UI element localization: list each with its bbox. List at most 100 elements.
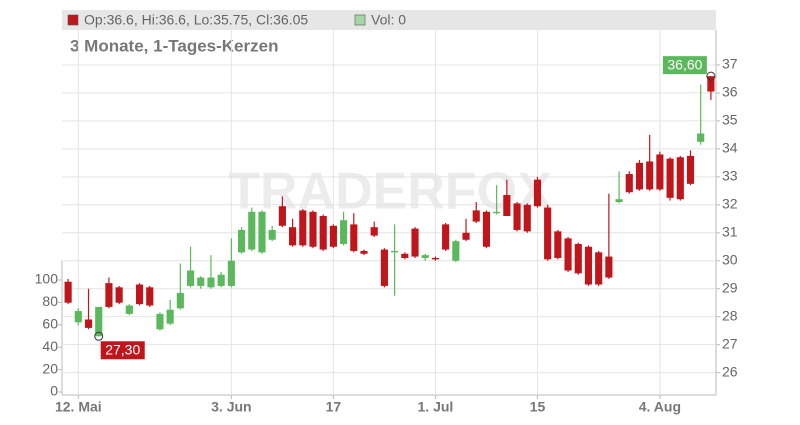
candle-body [370, 227, 378, 236]
volume-tick-label: 100 [35, 271, 59, 287]
y-tick-label: 30 [722, 251, 738, 267]
candle-body [401, 253, 409, 258]
legend-ohlc: Op:36.6, Hi:36.6, Lo:35.75, Cl:36.05 [84, 12, 308, 28]
high-label-box [662, 56, 707, 75]
y-tick-label: 35 [722, 112, 738, 128]
candle-body [544, 207, 552, 260]
candle-body [533, 179, 542, 207]
high-marker [706, 71, 716, 81]
candle-body [227, 260, 235, 286]
volume-tick-label: 0 [50, 383, 58, 399]
candle-body [431, 257, 439, 260]
candle-body [319, 215, 327, 250]
low-label-box [100, 341, 145, 360]
y-tick-label: 26 [722, 363, 738, 379]
candle-body [115, 287, 123, 303]
candle-body [391, 250, 399, 253]
candle-body [421, 255, 429, 258]
legend-band [62, 10, 716, 30]
candle-body [635, 162, 644, 190]
candle-body [564, 238, 572, 271]
candle-body [299, 210, 307, 246]
candle-body [625, 174, 633, 193]
candle-body [523, 204, 531, 232]
candle-body [360, 250, 368, 254]
y-tick-label: 37 [722, 56, 738, 72]
candle-body [615, 199, 623, 203]
candle-body [74, 311, 82, 323]
y-tick-label: 28 [722, 307, 738, 323]
candle-body [676, 157, 684, 200]
candle-body [176, 292, 184, 309]
candle-body [513, 203, 521, 230]
candle-body [584, 246, 593, 285]
candle-body [482, 211, 491, 247]
low-label: 27,30 [105, 341, 140, 357]
candle-body [166, 309, 174, 324]
x-tick-label: 12. Mai [55, 399, 102, 415]
candle-body [207, 277, 215, 288]
candle-body [268, 229, 276, 240]
candle-body [258, 211, 266, 253]
y-tick-label: 36 [722, 84, 738, 100]
candle-body [84, 319, 93, 328]
candle-body [574, 243, 582, 274]
y-tick-label: 27 [722, 335, 738, 351]
candle-body [340, 220, 348, 244]
y-tick-label: 33 [722, 168, 738, 184]
volume-tick-label: 60 [42, 316, 58, 332]
candle-body [646, 161, 654, 190]
candle-body [380, 249, 388, 286]
low-marker [94, 331, 104, 341]
legend-swatch [354, 14, 366, 26]
y-tick-label: 32 [722, 196, 738, 212]
candle-body [350, 224, 358, 251]
candle-body [605, 256, 613, 278]
candle-body [707, 76, 715, 92]
candle-body [656, 154, 664, 190]
candle-body [503, 195, 511, 216]
candle-body [666, 158, 674, 198]
candle-body [411, 228, 419, 257]
candle-body [289, 227, 297, 246]
x-tick-label: 15 [530, 399, 546, 415]
y-tick-label: 31 [722, 223, 738, 239]
candle-body [462, 232, 470, 240]
candle-body [554, 231, 562, 258]
candle-body [697, 133, 705, 142]
candle-body [186, 270, 195, 286]
y-tick-label: 34 [722, 140, 738, 156]
x-tick-label: 17 [326, 399, 342, 415]
candle-body [248, 211, 256, 250]
candle-body [146, 287, 154, 306]
candle-body [217, 274, 225, 286]
x-tick-label: 3. Jun [211, 399, 251, 415]
candle-body [135, 284, 144, 305]
candle-body [452, 241, 460, 261]
high-label: 36,60 [667, 56, 702, 72]
candle-body [95, 306, 103, 337]
volume-tick-label: 20 [42, 360, 58, 376]
candle-body [237, 229, 246, 253]
candle-body [309, 211, 317, 247]
candle-body [686, 155, 695, 184]
legend-swatch [67, 14, 79, 26]
candle-body [64, 281, 72, 303]
legend-volume: Vol: 0 [371, 12, 406, 28]
candle-body [156, 313, 164, 330]
candle-body [329, 225, 337, 247]
candle-body [197, 277, 205, 286]
volume-tick-label: 80 [42, 293, 58, 309]
candle-body [595, 252, 603, 285]
x-tick-label: 1. Jul [418, 399, 454, 415]
candle-body [278, 206, 286, 226]
candle-body [442, 224, 450, 250]
volume-tick-label: 40 [42, 338, 58, 354]
subtitle: 3 Monate, 1-Tages-Kerzen [70, 36, 278, 55]
x-tick-label: 4. Aug [639, 399, 681, 415]
candle-body [125, 305, 133, 314]
candle-body [472, 210, 480, 222]
y-tick-label: 29 [722, 279, 738, 295]
candle-body [105, 283, 113, 307]
